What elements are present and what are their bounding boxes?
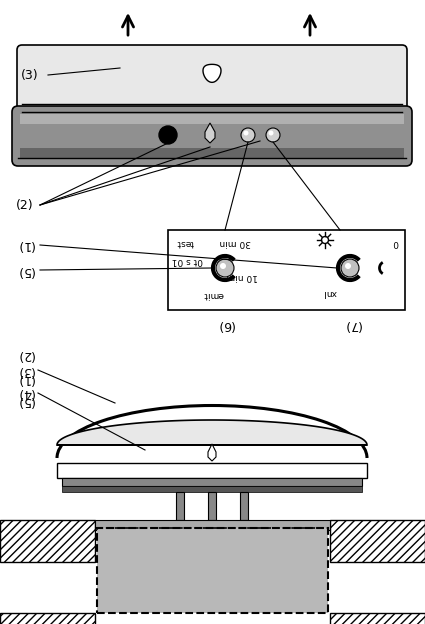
- Text: (6): (6): [216, 318, 234, 331]
- Text: (3): (3): [16, 364, 34, 376]
- Bar: [208, 492, 216, 520]
- Circle shape: [341, 259, 359, 277]
- Circle shape: [241, 128, 255, 142]
- Circle shape: [244, 130, 249, 135]
- Text: (1): (1): [16, 371, 34, 384]
- Text: xnl: xnl: [323, 288, 337, 297]
- Polygon shape: [203, 64, 221, 82]
- Text: (4): (4): [16, 386, 34, 399]
- Text: 0: 0: [393, 238, 399, 247]
- Bar: [95, 520, 330, 530]
- Polygon shape: [205, 123, 215, 143]
- Text: (3): (3): [21, 69, 39, 82]
- Text: test: test: [176, 238, 193, 247]
- Bar: [62, 486, 362, 492]
- Bar: [176, 492, 184, 520]
- Text: (5): (5): [16, 394, 34, 406]
- Polygon shape: [57, 420, 367, 445]
- Circle shape: [159, 126, 177, 144]
- Bar: [0, 520, 95, 562]
- Bar: [330, 613, 425, 624]
- Bar: [22, 104, 402, 112]
- Text: (5): (5): [16, 263, 34, 276]
- Circle shape: [216, 259, 234, 277]
- Text: 0t s 01: 0t s 01: [172, 256, 203, 265]
- Text: 10 nim: 10 nim: [226, 272, 258, 281]
- FancyBboxPatch shape: [12, 106, 412, 166]
- Bar: [62, 478, 362, 486]
- Bar: [20, 114, 404, 124]
- Text: (7): (7): [343, 318, 361, 331]
- Text: (2): (2): [16, 198, 34, 212]
- Bar: [168, 230, 405, 310]
- Circle shape: [345, 263, 351, 269]
- Circle shape: [269, 130, 274, 135]
- Bar: [240, 492, 248, 520]
- Circle shape: [266, 128, 280, 142]
- Bar: [97, 528, 328, 613]
- Text: emit: emit: [203, 290, 224, 299]
- Text: 30 min: 30 min: [220, 238, 252, 247]
- Bar: [330, 520, 425, 562]
- Bar: [57, 463, 367, 478]
- Polygon shape: [208, 444, 216, 461]
- Bar: [0, 613, 95, 624]
- Bar: [20, 148, 404, 158]
- Text: (2): (2): [16, 348, 34, 361]
- Text: (1): (1): [16, 238, 34, 251]
- Circle shape: [220, 263, 226, 269]
- FancyBboxPatch shape: [17, 45, 407, 110]
